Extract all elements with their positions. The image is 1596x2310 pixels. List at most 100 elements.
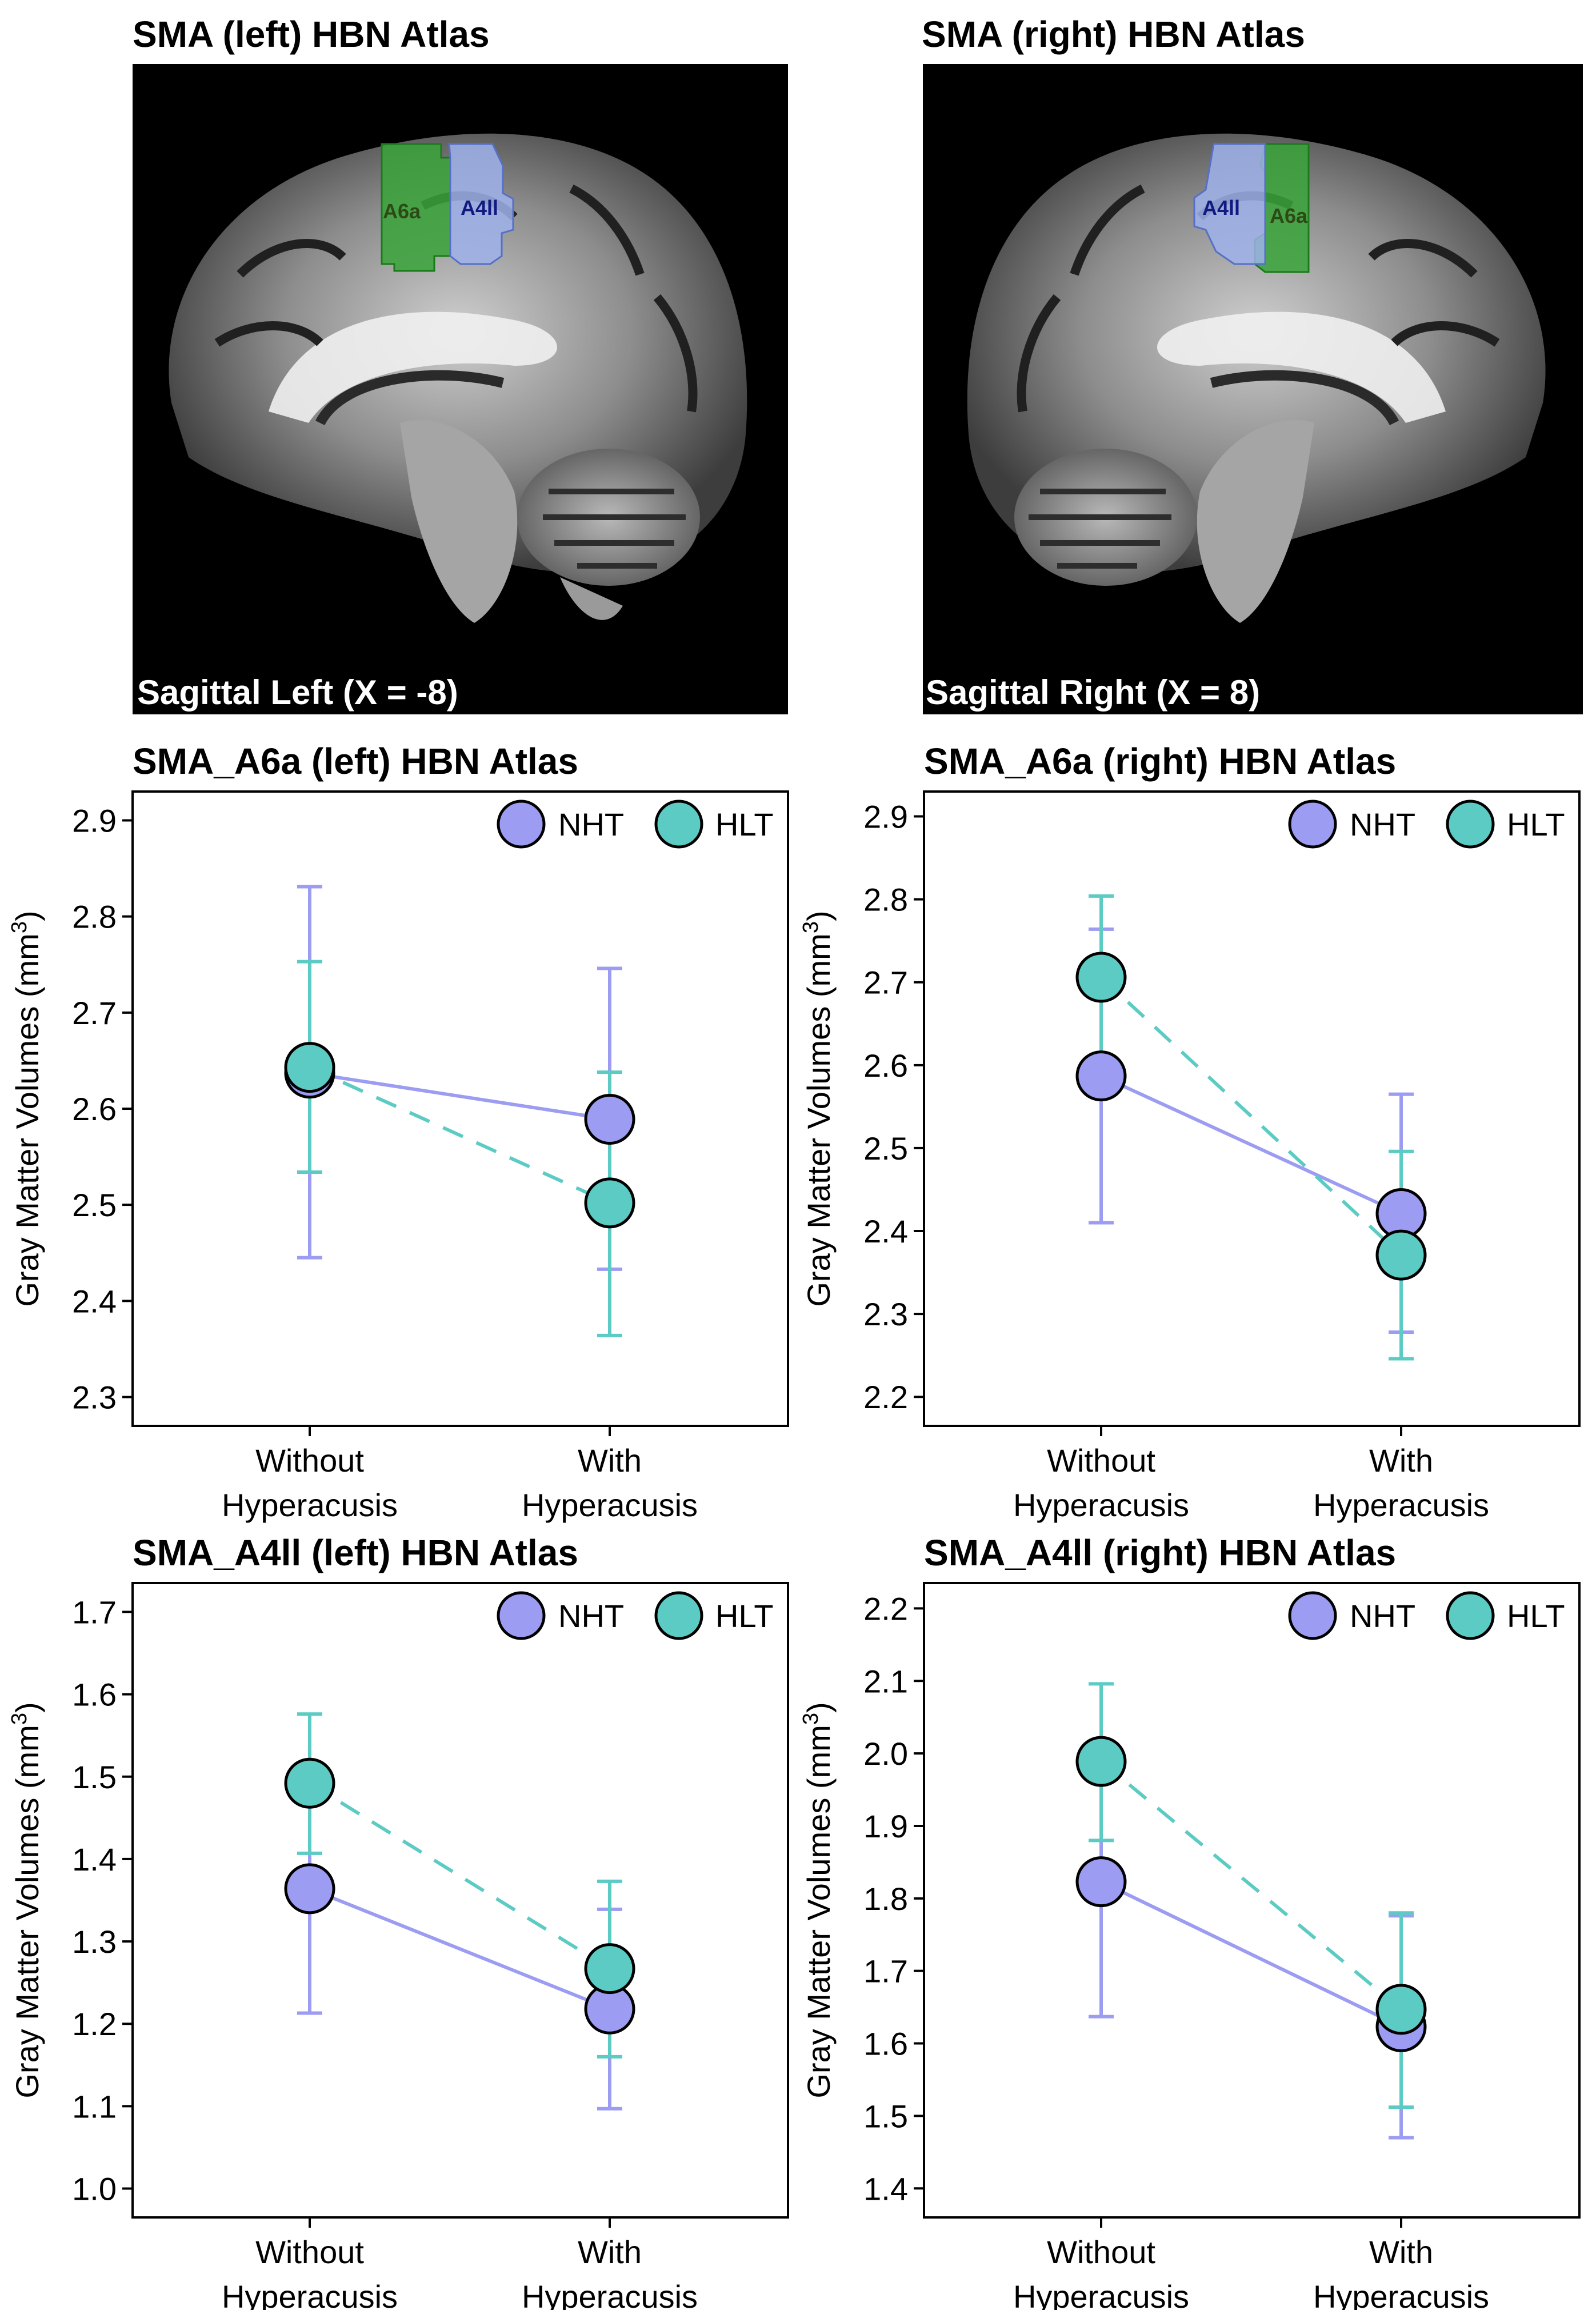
legend-label-nht: NHT — [558, 806, 624, 842]
roi-a4ll-right — [1193, 143, 1266, 265]
point-nht — [1075, 1050, 1127, 1102]
legend: NHT HLT — [1288, 1591, 1565, 1640]
y-tick-label: 2.7 — [72, 995, 117, 1031]
x-tick-label: Hyperacusis — [1013, 2279, 1189, 2310]
point-hlt — [1075, 1736, 1127, 1787]
y-tick-label: 1.6 — [863, 2026, 908, 2062]
series-line-hlt — [309, 1781, 611, 1971]
x-tick-label: Hyperacusis — [522, 2279, 698, 2310]
y-tick-label: 2.5 — [72, 1187, 117, 1223]
legend-marker-nht — [1288, 1591, 1337, 1640]
legend-label-nht: NHT — [558, 1598, 624, 1634]
legend-label-hlt: HLT — [1507, 1598, 1565, 1634]
chart-panel-1: SMA_A6a (left) HBN Atlas 2.3 2.4 2.5 2.6 2.7 2… — [7, 741, 789, 1523]
legend-marker-hlt — [1446, 800, 1495, 849]
point-nht — [1075, 1856, 1127, 1908]
roi-a6a-left — [381, 143, 451, 272]
y-tick-label: 2.3 — [863, 1296, 908, 1332]
x-tick-label: Hyperacusis — [1013, 1487, 1189, 1523]
plot-frame — [923, 1582, 1581, 2219]
y-tick-label: 2.8 — [863, 882, 908, 918]
chart-title: SMA_A4ll (left) HBN Atlas — [133, 1532, 578, 1573]
x-tick-label: With — [578, 1442, 642, 1478]
series-line-hlt — [1099, 976, 1403, 1257]
point-hlt — [1375, 1229, 1427, 1281]
series-line-nht — [1100, 1880, 1402, 2029]
point-nht — [284, 1863, 335, 1915]
y-tick-label: 1.6 — [72, 1677, 117, 1713]
y-tick-label: 1.4 — [863, 2171, 908, 2207]
y-tick-label: 2.9 — [72, 802, 117, 838]
charts: SMA_A6a (left) HBN Atlas 2.3 2.4 2.5 2.6 2.7 2… — [7, 741, 1581, 2310]
chart-panel-3: SMA_A4ll (left) HBN Atlas 1.0 1.1 1.2 1.3 1.4… — [7, 1532, 789, 2310]
y-tick-label: 1.8 — [863, 1881, 908, 1917]
legend-marker-hlt — [654, 1591, 703, 1640]
roi-label-a4ll-right: A4ll — [1202, 196, 1240, 219]
chart-title: SMA_A6a (left) HBN Atlas — [133, 741, 578, 782]
x-tick-label: Hyperacusis — [1313, 2279, 1489, 2310]
y-tick-label: 2.7 — [863, 965, 908, 1001]
y-tick-label: 1.7 — [72, 1594, 117, 1630]
y-tick-label: 1.0 — [72, 2171, 117, 2207]
chart-panel-4: SMA_A4ll (right) HBN Atlas 1.4 1.5 1.6 1.7 1.… — [799, 1532, 1581, 2310]
x-tick-label: With — [1369, 2234, 1433, 2270]
point-hlt — [284, 1042, 335, 1093]
roi-label-a6a-left: A6a — [383, 199, 421, 223]
x-tick-label: Hyperacusis — [1313, 1487, 1489, 1523]
plot-frame — [131, 790, 789, 1427]
image-title-right: SMA (right) HBN Atlas — [922, 14, 1305, 55]
chart-title: SMA_A6a (right) HBN Atlas — [924, 741, 1396, 782]
y-tick-label: 2.0 — [863, 1736, 908, 1772]
x-tick-label: Without — [1047, 2234, 1155, 2270]
roi-label-a6a-right: A6a — [1270, 204, 1308, 227]
legend-marker-hlt — [1446, 1591, 1495, 1640]
x-tick-label: Hyperacusis — [222, 2279, 398, 2310]
y-tick-label: 1.5 — [72, 1759, 117, 1795]
image-caption-right: Sagittal Right (X = 8) — [926, 673, 1260, 712]
legend-label-nht: NHT — [1350, 806, 1415, 842]
roi-overlay-left: A6a A4ll — [381, 143, 514, 272]
series-line-hlt — [1100, 1760, 1402, 2011]
y-axis-label: Gray Matter Volumes (mm3) — [799, 1702, 837, 2098]
y-axis-label: Gray Matter Volumes (mm3) — [7, 910, 45, 1306]
legend: NHT HLT — [497, 800, 774, 849]
legend-marker-nht — [497, 1591, 546, 1640]
x-tick-label: Hyperacusis — [522, 1487, 698, 1523]
series-line-nht — [309, 1887, 611, 2011]
point-nht — [584, 1094, 635, 1145]
x-tick-label: With — [1369, 1442, 1433, 1478]
y-tick-label: 1.9 — [863, 1808, 908, 1844]
plot-frame — [923, 790, 1581, 1427]
legend-label-nht: NHT — [1350, 1598, 1415, 1634]
roi-label-a4ll-left: A4ll — [461, 196, 498, 219]
legend-marker-nht — [1288, 800, 1337, 849]
series-line-nht — [309, 1071, 610, 1121]
y-tick-label: 1.2 — [72, 2006, 117, 2042]
legend: NHT HLT — [497, 1591, 774, 1640]
y-tick-label: 2.2 — [863, 1379, 908, 1415]
legend-label-hlt: HLT — [715, 806, 774, 842]
y-tick-label: 2.1 — [863, 1663, 908, 1699]
y-tick-label: 2.4 — [72, 1283, 117, 1319]
y-tick-label: 1.3 — [72, 1924, 117, 1960]
image-caption-left: Sagittal Left (X = -8) — [137, 673, 458, 712]
x-tick-label: Without — [255, 2234, 364, 2270]
x-tick-label: With — [578, 2234, 642, 2270]
brain-image-right: SMA (right) HBN Atlas A4ll A6a Sagittal … — [922, 14, 1583, 714]
chart-title: SMA_A4ll (right) HBN Atlas — [924, 1532, 1396, 1573]
y-tick-label: 2.3 — [72, 1380, 117, 1416]
sagittal-slice-left — [169, 133, 747, 623]
y-tick-label: 2.2 — [863, 1590, 908, 1626]
y-tick-label: 2.5 — [863, 1130, 908, 1166]
series-line-nht — [1100, 1074, 1402, 1216]
legend-label-hlt: HLT — [715, 1598, 774, 1634]
y-tick-label: 1.7 — [863, 1953, 908, 1989]
y-axis-label: Gray Matter Volumes (mm3) — [799, 910, 837, 1306]
legend-marker-hlt — [654, 800, 703, 849]
roi-overlay-right: A4ll A6a — [1193, 143, 1310, 273]
point-hlt — [284, 1757, 335, 1809]
chart-panel-2: SMA_A6a (right) HBN Atlas 2.2 2.3 2.4 2.5 2.6… — [799, 741, 1581, 1523]
point-hlt — [584, 1177, 635, 1229]
x-tick-label: Without — [1047, 1442, 1155, 1478]
x-tick-label: Hyperacusis — [222, 1487, 398, 1523]
